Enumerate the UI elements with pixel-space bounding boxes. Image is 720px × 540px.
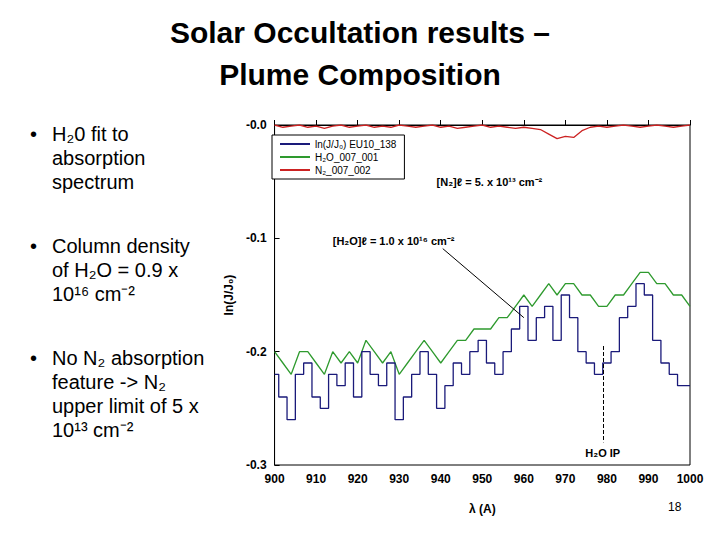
html-text:Plume Composition: Plume Composition <box>219 58 501 91</box>
svg-text:1000: 1000 <box>677 472 704 486</box>
html-text:Solar Occultation results –: Solar Occultation results – <box>169 16 551 49</box>
svg-text:H₂O_007_001: H₂O_007_001 <box>315 152 379 163</box>
html-text:H₂0 fit to absorption spectrum: H₂0 fit to absorption spectrum <box>52 123 146 193</box>
svg-text:-0.2: -0.2 <box>246 345 267 359</box>
svg-text:-0.3: -0.3 <box>246 458 267 472</box>
svg-text:950: 950 <box>472 472 492 486</box>
svg-text:980: 980 <box>597 472 617 486</box>
html-text:18: 18 <box>668 500 682 514</box>
svg-text:930: 930 <box>389 472 409 486</box>
svg-text:990: 990 <box>638 472 658 486</box>
svg-text:ln(J/J₀) EU10_138: ln(J/J₀) EU10_138 <box>315 139 397 150</box>
svg-text:[N₂]ℓ = 5. x 10¹³ cm⁻²: [N₂]ℓ = 5. x 10¹³ cm⁻² <box>437 176 543 188</box>
svg-text:940: 940 <box>431 472 451 486</box>
svg-text:920: 920 <box>348 472 368 486</box>
svg-text:970: 970 <box>555 472 575 486</box>
html-text:Column density of H₂O = 0.9 x: Column density of H₂O = 0.9 x 10¹⁶ cm⁻² <box>52 235 190 305</box>
html-text:No N₂ absorption feature -> N₂: No N₂ absorption feature -> N₂ upper lim… <box>52 347 205 441</box>
svg-text:ln(J/J₀): ln(J/J₀) <box>222 275 236 316</box>
svg-text:960: 960 <box>514 472 534 486</box>
svg-text:λ (A): λ (A) <box>469 502 496 516</box>
svg-text:[H₂O]ℓ = 1.0 x 10¹⁶ cm⁻²: [H₂O]ℓ = 1.0 x 10¹⁶ cm⁻² <box>333 235 455 247</box>
svg-text:910: 910 <box>306 472 326 486</box>
svg-text:H₂O IP: H₂O IP <box>585 447 620 459</box>
svg-text:900: 900 <box>265 472 285 486</box>
svg-text:N₂_007_002: N₂_007_002 <box>315 165 371 176</box>
svg-text:-0.0: -0.0 <box>246 118 267 132</box>
svg-text:-0.1: -0.1 <box>246 231 267 245</box>
